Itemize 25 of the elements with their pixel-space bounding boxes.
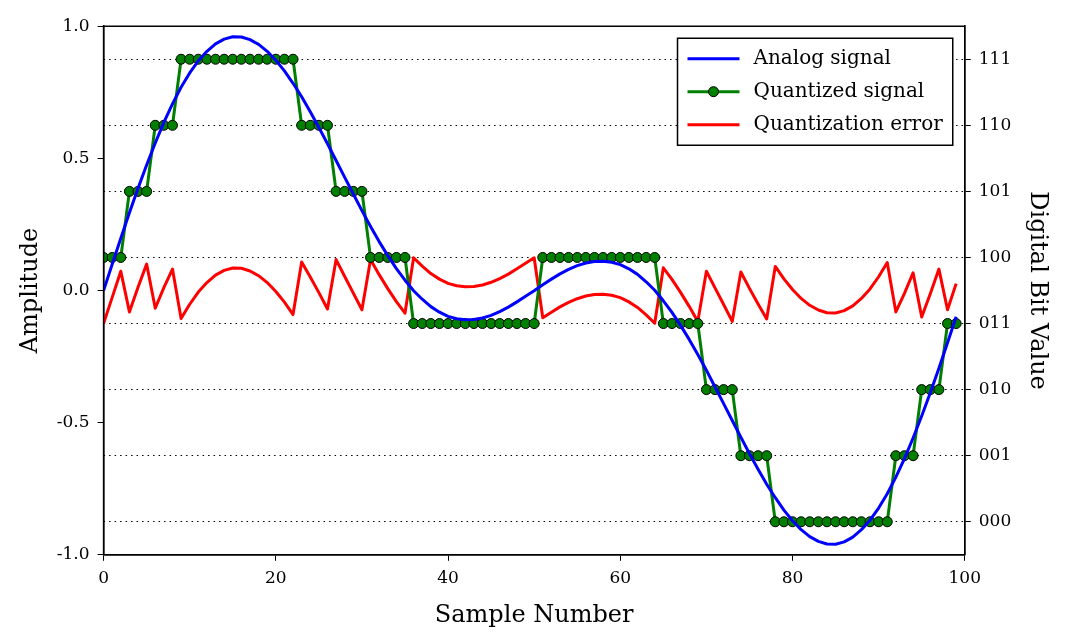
x-tick-label: 0	[98, 567, 109, 588]
category-label: 100	[978, 245, 1012, 266]
category-label: 000	[978, 510, 1012, 531]
y-tick-label: 0.5	[62, 146, 90, 167]
x-tick-label: 80	[781, 567, 804, 588]
category-label: 001	[978, 444, 1012, 465]
x-tick-label: 60	[609, 567, 632, 588]
x-tick-label: 20	[264, 567, 287, 588]
category-label: 101	[978, 179, 1012, 200]
legend-label: Quantized signal	[753, 77, 925, 102]
category-label: 010	[978, 378, 1012, 399]
y-tick-label: -0.5	[56, 411, 90, 432]
y-tick-label: -1.0	[56, 543, 90, 564]
category-label: 111	[978, 47, 1012, 68]
x-tick-label: 100	[948, 567, 981, 588]
y-tick-label: 1.0	[62, 14, 90, 35]
category-label: 110	[978, 113, 1012, 134]
legend-label: Analog signal	[752, 44, 892, 69]
x-axis-title: Sample Number	[434, 599, 635, 628]
y-axis-title: Amplitude	[14, 227, 43, 355]
x-tick-label: 40	[437, 567, 459, 588]
legend-label: Quantization error	[753, 110, 944, 135]
y-tick-label: 0.0	[62, 278, 90, 299]
category-label: 011	[978, 311, 1012, 332]
y2-axis-title: Digital Bit Value	[1025, 191, 1054, 390]
